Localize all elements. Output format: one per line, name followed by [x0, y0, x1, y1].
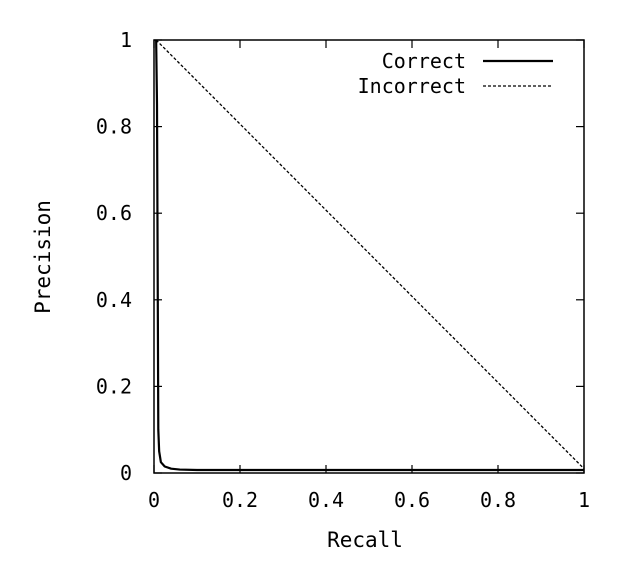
- x-tick-label-3: 0.6: [394, 488, 430, 512]
- y-tick-label-5: 1: [120, 28, 132, 52]
- series-line-incorrect: [155, 39, 585, 470]
- x-tick-label-0: 0: [148, 488, 160, 512]
- y-tick-label-1: 0.2: [96, 374, 132, 398]
- series-line-correct: [155, 39, 584, 472]
- x-tick-label-5: 1: [578, 488, 590, 512]
- legend-label-correct: Correct: [382, 49, 466, 73]
- x-tick-label-4: 0.8: [480, 488, 516, 512]
- y-tick-label-0: 0: [120, 461, 132, 485]
- y-axis-title: Precision: [31, 200, 55, 314]
- x-tick-label-2: 0.4: [308, 488, 344, 512]
- x-tick-label-1: 0.2: [222, 488, 258, 512]
- axis-ticks: 0 0.2 0.4 0.6 0.8 1 0 0.2 0.4 0.6 0.8 1: [96, 28, 590, 512]
- y-tick-label-3: 0.6: [96, 201, 132, 225]
- series-layer: [155, 39, 585, 472]
- x-axis-title: Recall: [327, 528, 403, 552]
- y-tick-label-2: 0.4: [96, 288, 132, 312]
- y-tick-label-4: 0.8: [96, 115, 132, 139]
- legend-label-incorrect: Incorrect: [358, 74, 466, 98]
- legend: Correct Incorrect: [358, 49, 553, 98]
- plot-frame: [153, 39, 585, 474]
